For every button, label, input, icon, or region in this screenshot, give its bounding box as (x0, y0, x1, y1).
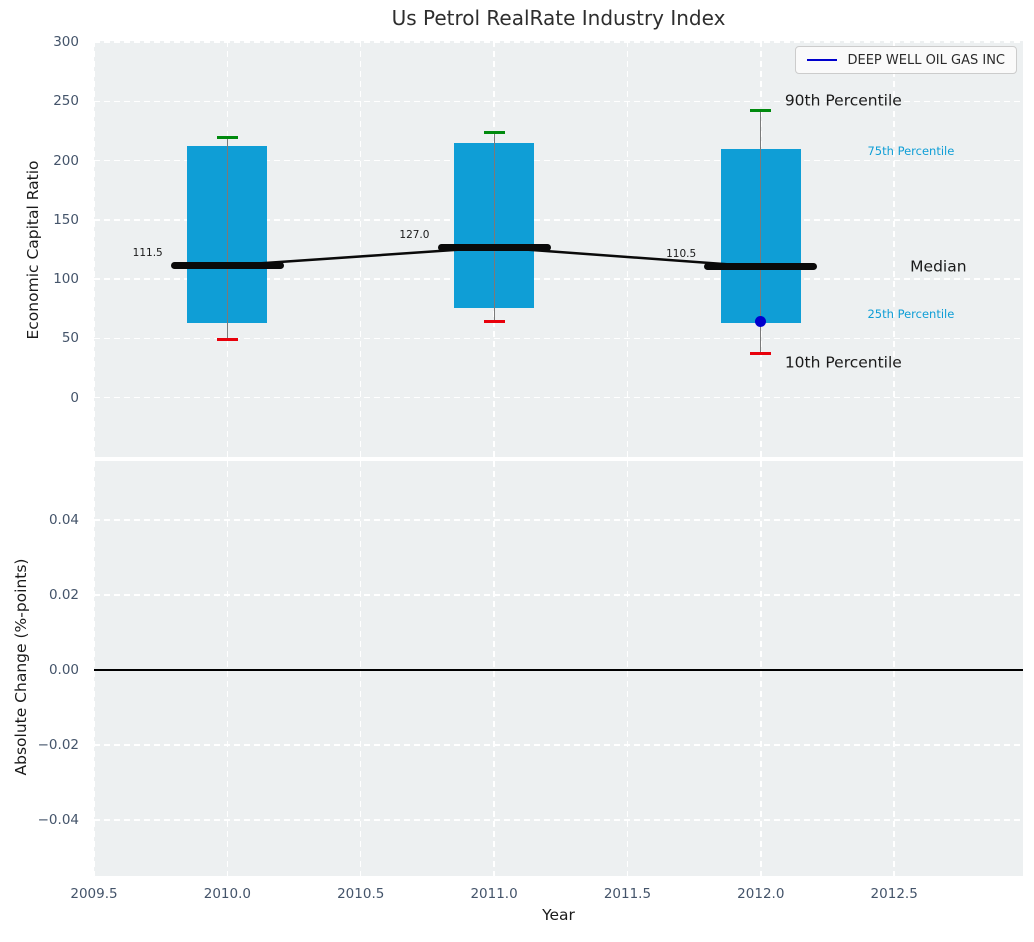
gridline-horizontal (94, 219, 1023, 221)
gridline-vertical (893, 41, 895, 457)
cap-90th-2012 (750, 109, 772, 113)
legend-label: DEEP WELL OIL GAS INC (847, 52, 1005, 68)
industry-index-plot: DEEP WELL OIL GAS INC 111.5 127.0 110.5 90t… (93, 41, 1023, 457)
gridline-vertical (626, 41, 629, 457)
cap-10th-2010 (216, 338, 238, 342)
x-tick-label: 2010.5 (337, 886, 385, 902)
whisker-2010 (226, 137, 228, 340)
x-tick-label: 2010.0 (203, 886, 251, 902)
gridline-vertical (493, 461, 495, 876)
annotation-median: Median (910, 257, 967, 276)
y-axis-label-top: Economic Capital Ratio (24, 160, 42, 340)
gridline-vertical (893, 461, 895, 876)
gridline-horizontal (94, 396, 1023, 399)
cap-10th-2012 (750, 352, 772, 356)
company-point (755, 316, 767, 328)
gridline-horizontal (94, 41, 1023, 43)
annotation-25th-percentile: 25th Percentile (867, 306, 955, 321)
median-label-2010: 111.5 (132, 247, 163, 260)
x-axis-label: Year (542, 906, 575, 924)
gridline-vertical (760, 461, 762, 876)
gridline-horizontal (94, 278, 1023, 280)
x-tick-label: 2012.0 (737, 886, 785, 902)
gridline-vertical (226, 461, 229, 876)
whisker-2012 (760, 110, 762, 354)
gridline-horizontal (94, 159, 1023, 162)
median-label-2012: 110.5 (666, 248, 697, 261)
gridline-vertical (359, 41, 362, 457)
annotation-90th-percentile: 90th Percentile (784, 92, 902, 111)
gridline-horizontal (94, 819, 1023, 821)
x-tick-label: 2009.5 (70, 886, 118, 902)
median-segment-2010 (170, 262, 284, 270)
x-tick-label: 2011.0 (470, 886, 518, 902)
median-label-2011: 127.0 (399, 228, 430, 241)
cap-90th-2011 (483, 130, 505, 134)
y-tick-label: 200 (53, 152, 79, 169)
whisker-2011 (493, 132, 495, 322)
gridline-horizontal (94, 519, 1023, 521)
y-tick-label: 100 (53, 271, 79, 288)
gridline-vertical (93, 41, 95, 457)
x-tick-label: 2012.5 (870, 886, 918, 902)
y-tick-label: 0 (70, 389, 79, 406)
y-tick-label: 150 (53, 211, 79, 228)
annotation-75th-percentile: 75th Percentile (867, 144, 955, 159)
legend-line-swatch (807, 59, 838, 61)
median-segment-2011 (437, 243, 551, 251)
y-tick-label: 50 (61, 330, 79, 347)
gridline-horizontal (94, 744, 1023, 746)
y-tick-label: 0.00 (48, 662, 79, 679)
chart-title: Us Petrol RealRate Industry Index (391, 6, 726, 30)
gridline-vertical (359, 461, 362, 876)
gridline-horizontal (94, 337, 1023, 340)
legend: DEEP WELL OIL GAS INC (795, 46, 1017, 74)
gridline-vertical (626, 461, 629, 876)
cap-90th-2010 (216, 135, 238, 139)
cap-10th-2011 (483, 320, 505, 324)
gridline-horizontal (94, 594, 1023, 596)
y-tick-label: 0.04 (48, 512, 79, 529)
annotation-10th-percentile: 10th Percentile (784, 354, 902, 373)
y-tick-label: 0.02 (48, 587, 79, 604)
zero-line (94, 669, 1023, 672)
x-tick-label: 2011.5 (603, 886, 652, 902)
y-tick-label: 300 (53, 34, 79, 51)
y-tick-label: −0.02 (37, 737, 79, 754)
gridline-horizontal (94, 100, 1023, 103)
y-tick-label: −0.04 (37, 812, 79, 829)
gridline-vertical (93, 461, 95, 876)
median-segment-2012 (704, 263, 818, 271)
y-tick-label: 250 (53, 93, 79, 110)
absolute-change-plot (93, 461, 1023, 876)
